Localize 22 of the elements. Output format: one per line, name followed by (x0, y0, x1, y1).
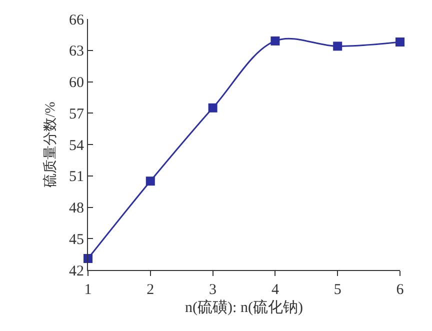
x-tick-label: 6 (396, 282, 404, 298)
y-tick-label: 45 (69, 232, 84, 248)
y-tick-label: 51 (69, 169, 84, 186)
x-tick-label: 1 (84, 282, 92, 298)
y-tick-label: 48 (69, 200, 84, 216)
point (333, 42, 342, 51)
x-axis-title: n(硫磺): n(硫化钠) (185, 299, 303, 316)
x-tick-label: 5 (334, 282, 342, 298)
x-tick-label: 2 (146, 282, 154, 298)
point (270, 36, 280, 46)
y-tick-label: 60 (69, 75, 84, 91)
y-tick-label: 54 (69, 138, 84, 154)
point (208, 103, 218, 112)
y-tick-label: 42 (69, 263, 84, 280)
x-tick-label: 4 (271, 282, 280, 298)
y-tick-label: 57 (69, 106, 84, 122)
y-tick-label: 66 (69, 12, 84, 28)
point (146, 176, 155, 186)
x-tick-label: 3 (209, 282, 217, 298)
point (396, 38, 404, 47)
y-tick-label: 63 (69, 44, 84, 60)
y-axis-title: 硫质量分数/% (42, 101, 59, 188)
